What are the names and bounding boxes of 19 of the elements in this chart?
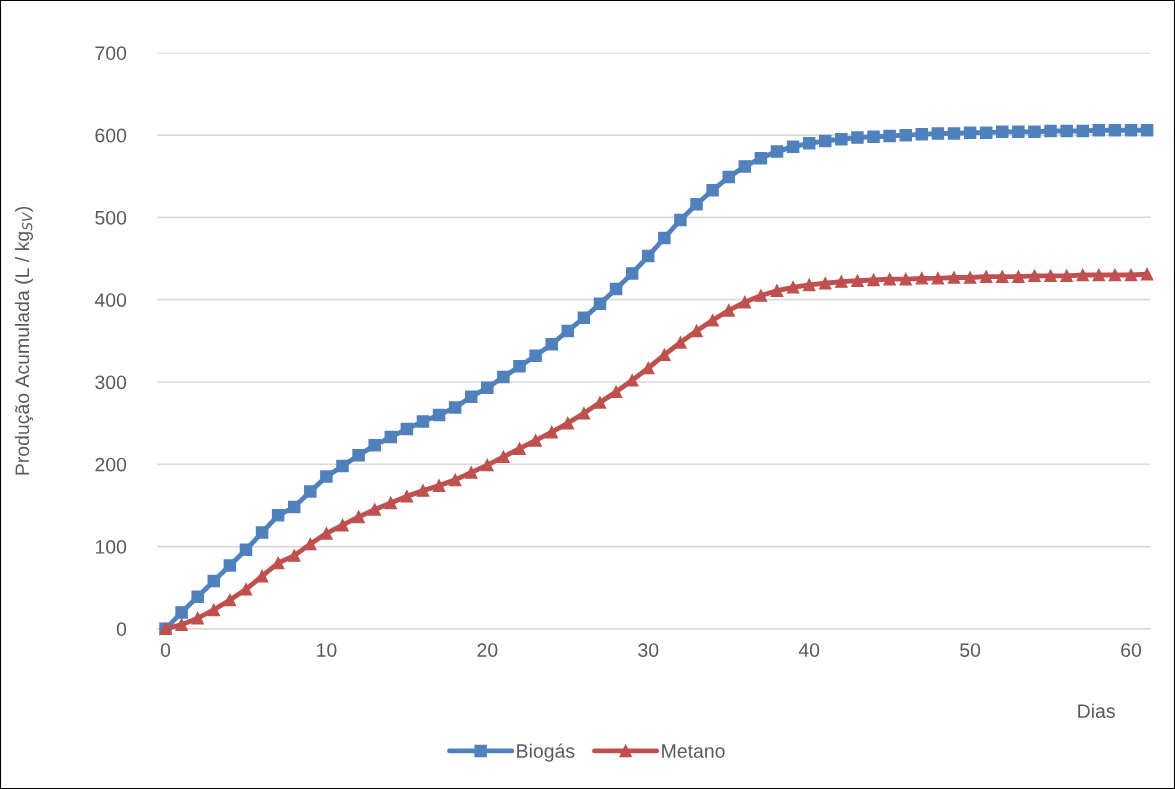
y-axis-title: Produção Acumulada (L / kg$_{SV}$) bbox=[14, 206, 34, 475]
y-tick-label: 700 bbox=[95, 46, 127, 61]
x-tick-label: 50 bbox=[960, 643, 981, 657]
x-tick-label: 60 bbox=[1121, 643, 1142, 657]
x-tick-label: 40 bbox=[798, 643, 820, 657]
x-tick-label: 10 bbox=[317, 643, 337, 657]
x-tick-label: 0 bbox=[160, 643, 171, 657]
y-tick-label: 300 bbox=[95, 375, 127, 390]
y-tick-label: 100 bbox=[95, 540, 127, 554]
x-tick-label: 30 bbox=[638, 643, 659, 657]
y-tick-label: 200 bbox=[95, 457, 127, 472]
y-tick-label: 600 bbox=[95, 128, 127, 143]
y-tick-label: 0 bbox=[116, 622, 127, 637]
x-axis-title: Dias bbox=[1078, 703, 1115, 718]
y-tick-label: 500 bbox=[95, 210, 127, 225]
legend-label: Biogás bbox=[517, 743, 575, 762]
y-tick-label: 400 bbox=[94, 293, 127, 307]
x-tick-label: 20 bbox=[477, 643, 498, 657]
legend-label: Metano bbox=[662, 744, 725, 758]
